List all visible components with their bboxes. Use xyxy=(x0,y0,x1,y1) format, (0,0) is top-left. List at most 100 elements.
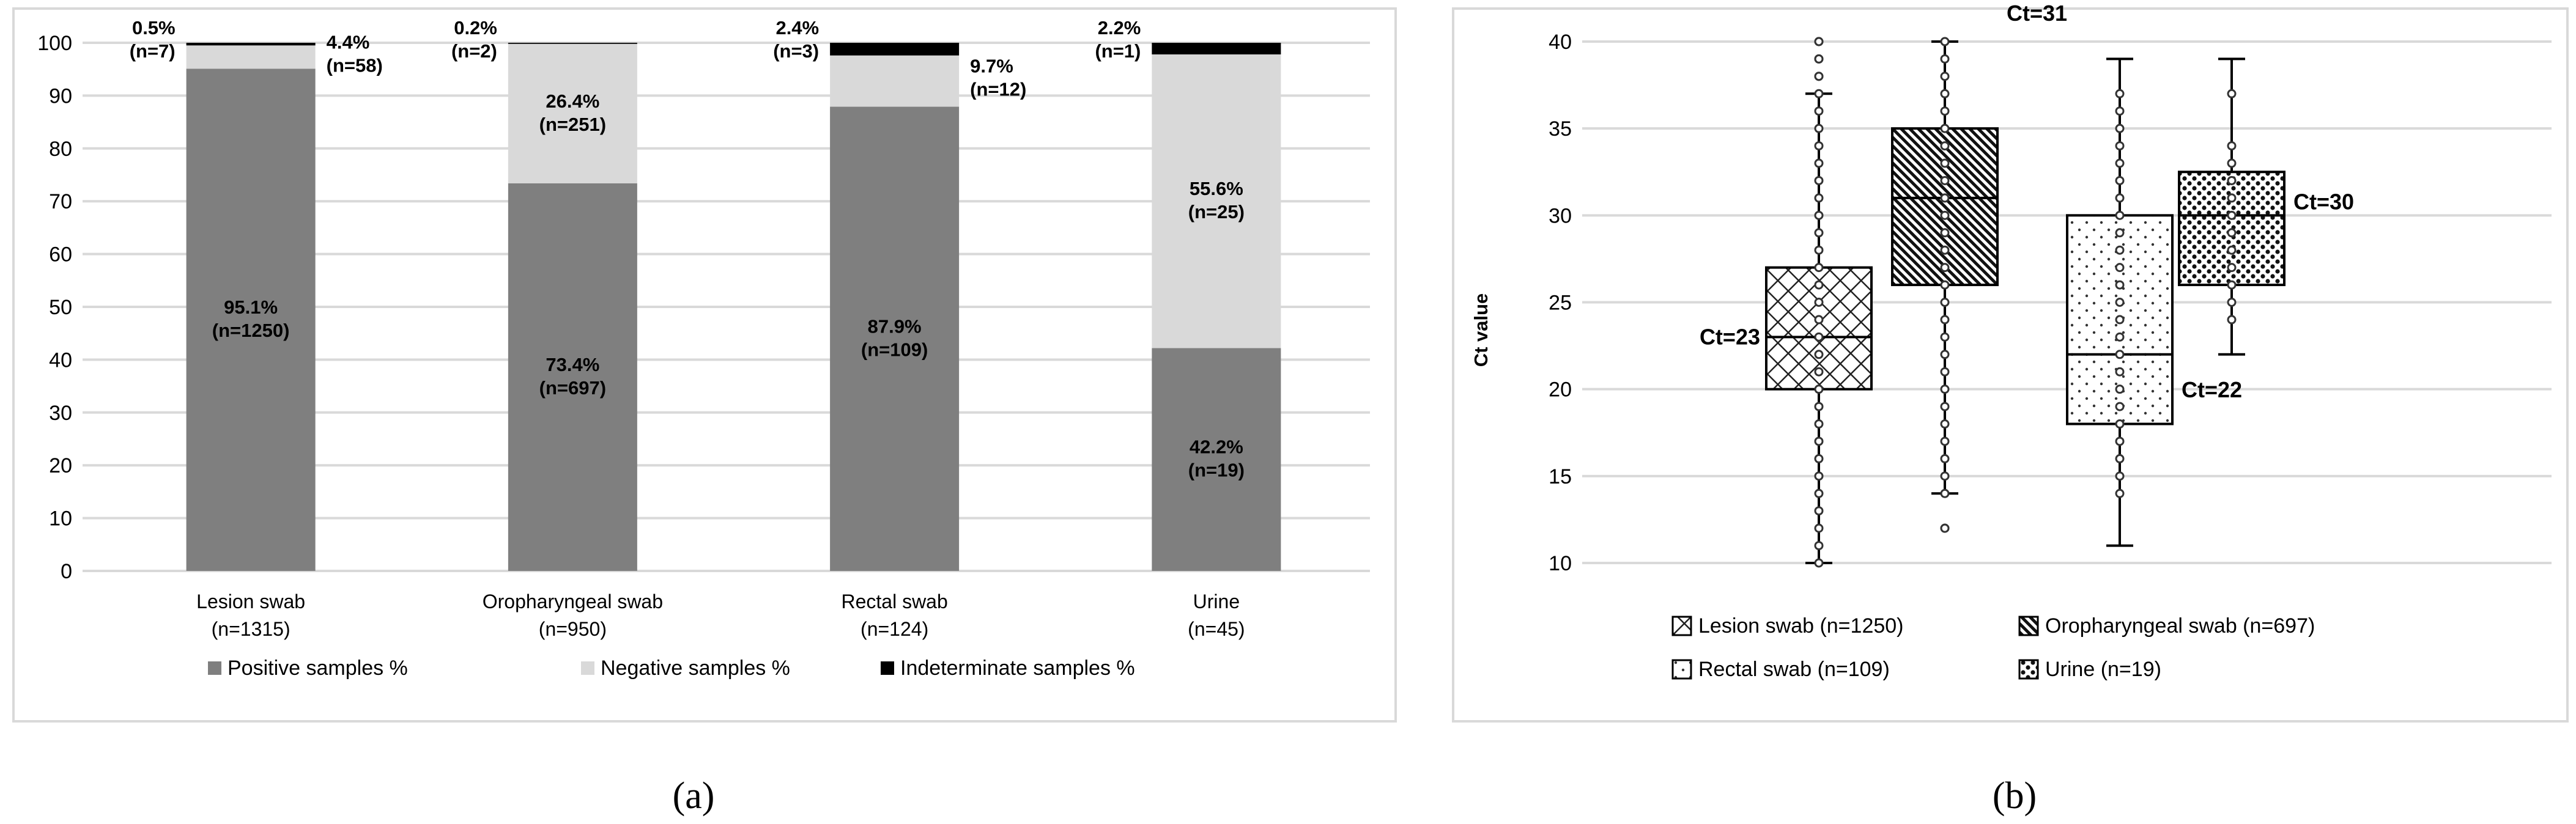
data-point xyxy=(2115,384,2125,394)
box xyxy=(1891,127,1999,287)
data-point xyxy=(1940,350,1950,359)
data-point xyxy=(1940,72,1950,81)
y-tick-label: 60 xyxy=(49,243,72,267)
data-point xyxy=(1814,350,1824,359)
data-point xyxy=(1940,419,1950,429)
data-point xyxy=(2115,367,2125,377)
y-tick-label: 20 xyxy=(1549,378,1572,402)
category-count: (n=950) xyxy=(539,618,607,640)
data-point xyxy=(1940,384,1950,394)
outlier-point xyxy=(1814,37,1824,46)
data-point xyxy=(2115,193,2125,203)
legend-label: Oropharyngeal swab (n=697) xyxy=(2045,614,2315,638)
data-point xyxy=(2227,280,2237,290)
data-point xyxy=(1940,471,1950,481)
data-point xyxy=(1814,245,1824,255)
data-point xyxy=(2227,228,2237,238)
category-count: (n=124) xyxy=(861,618,928,640)
data-point xyxy=(2227,158,2237,168)
data-label-count: (n=58) xyxy=(327,54,383,76)
data-point xyxy=(1940,263,1950,273)
legend-swatch xyxy=(208,661,221,675)
bar-segment-positive xyxy=(1152,348,1281,571)
data-label-count: (n=109) xyxy=(861,339,928,360)
data-label-count: (n=25) xyxy=(1188,201,1245,223)
data-point xyxy=(2115,332,2125,342)
category-label: Oropharyngeal swab xyxy=(483,590,663,612)
bar-segment-positive xyxy=(508,183,637,572)
data-label-count: (n=19) xyxy=(1188,460,1245,481)
legend-swatch xyxy=(1671,659,1692,680)
y-tick-label: 30 xyxy=(1549,204,1572,227)
data-point xyxy=(1814,402,1824,411)
data-point xyxy=(2115,210,2125,220)
data-point xyxy=(2115,245,2125,255)
panel-label-b: (b) xyxy=(1993,775,2037,817)
data-point xyxy=(2115,402,2125,411)
data-point xyxy=(1940,488,1950,498)
data-point xyxy=(2115,419,2125,429)
data-point xyxy=(1814,175,1824,185)
bar-segment-negative xyxy=(830,55,960,107)
legend-swatch xyxy=(1671,616,1692,636)
category-label: Urine xyxy=(1193,590,1240,612)
data-point xyxy=(1814,106,1824,116)
data-point xyxy=(1940,315,1950,325)
data-point xyxy=(1940,193,1950,203)
data-label-count: (n=1) xyxy=(1095,40,1141,62)
legend-label: Rectal swab (n=109) xyxy=(1698,658,1890,681)
data-point xyxy=(1940,106,1950,116)
category-count: (n=45) xyxy=(1188,618,1245,640)
data-point xyxy=(2227,298,2237,307)
data-label-percent: 73.4% xyxy=(546,354,599,375)
data-point xyxy=(1814,488,1824,498)
bar-segment-indeterminate xyxy=(186,43,316,46)
data-point xyxy=(2115,315,2125,325)
data-point xyxy=(2115,123,2125,133)
data-point xyxy=(1940,436,1950,446)
category-label: Rectal swab xyxy=(841,590,947,612)
data-point xyxy=(2115,350,2125,359)
legend-swatch xyxy=(581,661,594,675)
data-point xyxy=(2115,298,2125,307)
data-point xyxy=(2115,141,2125,151)
data-point xyxy=(2115,280,2125,290)
data-point xyxy=(2115,89,2125,98)
outlier-point xyxy=(1814,54,1824,64)
y-tick-label: 10 xyxy=(49,507,72,531)
data-point xyxy=(1814,228,1824,238)
data-point xyxy=(1814,193,1824,203)
data-point xyxy=(1814,263,1824,273)
legend-label: Indeterminate samples % xyxy=(900,657,1135,680)
data-point xyxy=(2227,245,2237,255)
data-point xyxy=(2115,228,2125,238)
data-point xyxy=(1814,158,1824,168)
data-point xyxy=(1940,228,1950,238)
data-label-percent: 2.2% xyxy=(1098,17,1141,39)
data-point xyxy=(2227,315,2237,325)
data-point xyxy=(1940,280,1950,290)
data-point xyxy=(1814,541,1824,551)
legend-label: Lesion swab (n=1250) xyxy=(1698,614,1904,638)
data-label-count: (n=3) xyxy=(773,40,819,62)
data-point xyxy=(1814,523,1824,533)
data-label-count: (n=1250) xyxy=(212,320,290,341)
median-label: Ct=31 xyxy=(2007,1,2067,26)
outlier-point xyxy=(1814,72,1824,81)
y-tick-label: 90 xyxy=(49,84,72,108)
y-tick-label: 10 xyxy=(1549,552,1572,575)
data-point xyxy=(1814,89,1824,98)
data-point xyxy=(2227,193,2237,203)
data-point xyxy=(1940,245,1950,255)
data-point xyxy=(1814,506,1824,516)
data-point xyxy=(1940,37,1950,46)
stacked-bar-chart: 010203040506070809010095.1%(n=1250)4.4%(… xyxy=(37,17,1370,680)
data-point xyxy=(1940,175,1950,185)
data-point xyxy=(2115,158,2125,168)
y-tick-label: 0 xyxy=(61,560,72,583)
y-tick-label: 40 xyxy=(49,348,72,372)
data-point xyxy=(1940,454,1950,463)
y-tick-label: 20 xyxy=(49,454,72,477)
data-label-count: (n=697) xyxy=(539,377,606,399)
y-tick-label: 30 xyxy=(49,402,72,425)
